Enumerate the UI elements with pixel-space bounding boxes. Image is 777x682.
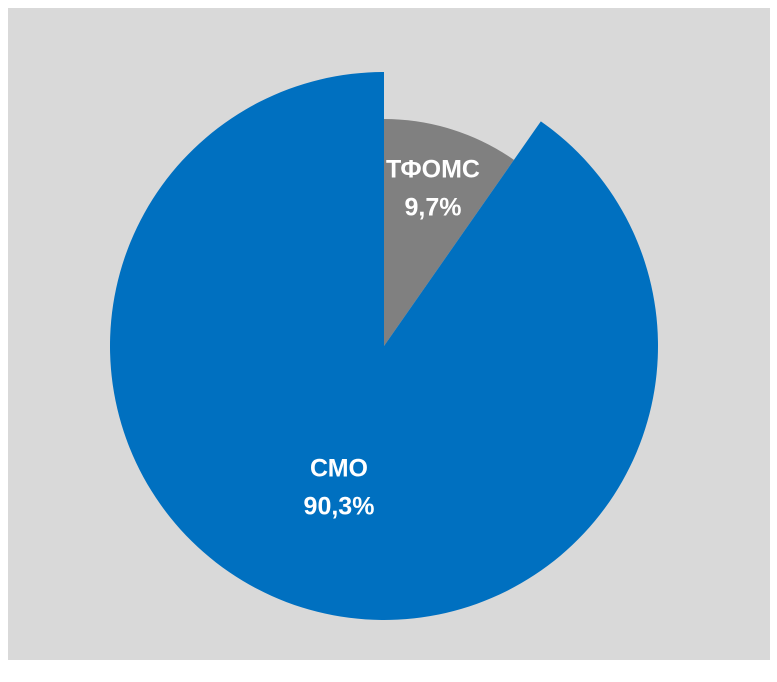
pie-slice	[109, 72, 658, 620]
pie-slice	[384, 119, 514, 346]
slice-value-label: 90,3%	[304, 493, 375, 521]
slice-category-label: ТФОМС	[386, 156, 480, 184]
slice-category-label: СМО	[310, 455, 368, 483]
slice-value-label: 9,7%	[405, 194, 462, 222]
